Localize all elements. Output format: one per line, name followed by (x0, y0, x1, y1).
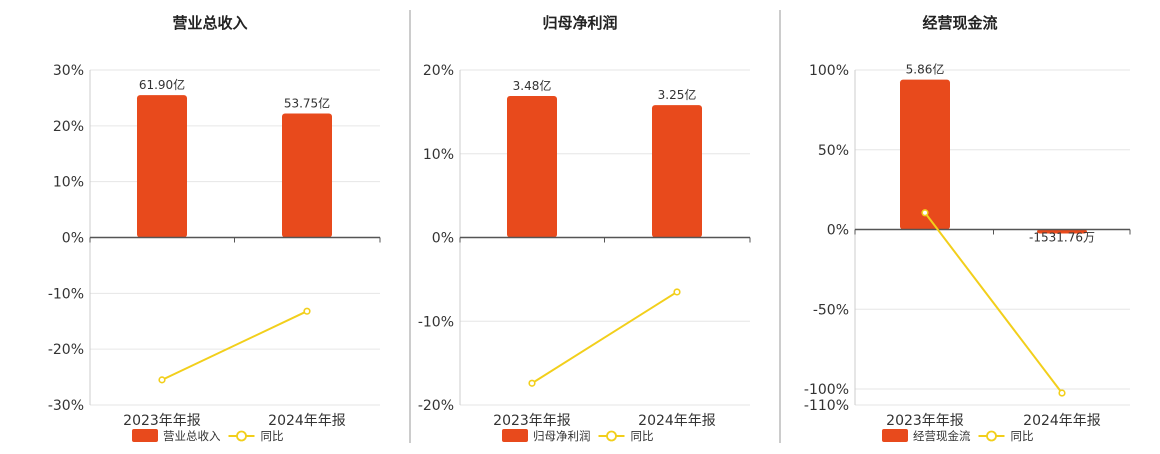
legend-bar-swatch[interactable] (502, 429, 528, 442)
legend-line-marker (986, 430, 997, 442)
bar[interactable] (282, 113, 332, 238)
bar-value-label: 5.86亿 (906, 62, 945, 77)
yoy-line (161, 310, 308, 381)
chart-panel-1: 营业总收入 30% 20% 10% 0% -10% -20% -30% 61.90亿 53.75亿… (48, 14, 381, 443)
bar[interactable] (900, 79, 950, 230)
legend-bar-label: 营业总收入 (163, 429, 221, 443)
bar-value-label: 61.90亿 (139, 77, 185, 92)
legend-line-marker (606, 430, 617, 442)
y-tick-label: 10% (53, 175, 84, 191)
yoy-line (924, 212, 1063, 394)
legend-line-label: 同比 (1011, 429, 1034, 443)
yoy-point[interactable] (921, 209, 929, 217)
yoy-point[interactable] (528, 379, 536, 387)
y-tick-label: -20% (48, 342, 84, 358)
legend-bar-swatch[interactable] (132, 429, 158, 442)
y-tick-label: 0% (827, 223, 849, 239)
y-tick-label: 20% (53, 119, 84, 135)
y-tick-label: 0% (62, 231, 84, 247)
legend-bar-label: 经营现金流 (913, 429, 971, 443)
x-tick-label: 2023年年报 (493, 413, 571, 429)
chart-panel-3: 经营现金流 100% 50% 0% -50% -100%-110% 5.86亿 -1531.7… (804, 14, 1131, 443)
legend-bar-label: 归母净利润 (533, 429, 591, 443)
bar-value-label: 3.48亿 (513, 78, 552, 93)
y-tick-label: -100% (804, 382, 849, 398)
y-tick-label: 10% (423, 147, 454, 163)
x-tick-label: 2024年年报 (1023, 413, 1101, 429)
chart-title: 营业总收入 (172, 14, 247, 32)
x-tick-label: 2024年年报 (268, 413, 346, 429)
yoy-point[interactable] (303, 307, 311, 315)
bar-value-label: 3.25亿 (658, 87, 697, 102)
y-tick-label: 100% (809, 63, 849, 79)
yoy-point[interactable] (1058, 389, 1066, 397)
x-tick-label: 2024年年报 (638, 413, 716, 429)
chart-title: 归母净利润 (542, 14, 617, 32)
yoy-point[interactable] (158, 376, 166, 384)
chart-title: 经营现金流 (922, 14, 997, 32)
y-tick-label: 50% (818, 143, 849, 159)
y-tick-label: -10% (48, 286, 84, 302)
y-tick-label: 30% (53, 63, 84, 79)
y-tick-label: -50% (813, 302, 849, 318)
y-tick-label: -20% (418, 398, 454, 414)
bar[interactable] (1037, 229, 1087, 234)
bar[interactable] (652, 105, 702, 238)
bar-value-label: 53.75亿 (284, 96, 330, 111)
yoy-line (531, 291, 678, 385)
legend-line-marker (236, 430, 247, 442)
yoy-point[interactable] (673, 288, 681, 296)
y-tick-label: -30% (48, 398, 84, 414)
chart-panel-2: 归母净利润 20% 10% 0% -10% -20% 3.48亿 3.25亿 2023年年报 20… (418, 14, 751, 443)
y-tick-label: 0% (432, 231, 454, 247)
legend-line-label: 同比 (631, 429, 654, 443)
y-tick-label: 20% (423, 63, 454, 79)
bar[interactable] (137, 95, 187, 238)
y-tick-label: -10% (418, 314, 454, 330)
bar-value-label: -1531.76万 (1029, 231, 1095, 245)
bar[interactable] (507, 95, 557, 238)
legend-line-label: 同比 (261, 429, 284, 443)
y-tick-label: -110% (804, 398, 849, 414)
legend-bar-swatch[interactable] (882, 429, 908, 442)
x-tick-label: 2023年年报 (123, 413, 201, 429)
x-tick-label: 2023年年报 (886, 413, 964, 429)
